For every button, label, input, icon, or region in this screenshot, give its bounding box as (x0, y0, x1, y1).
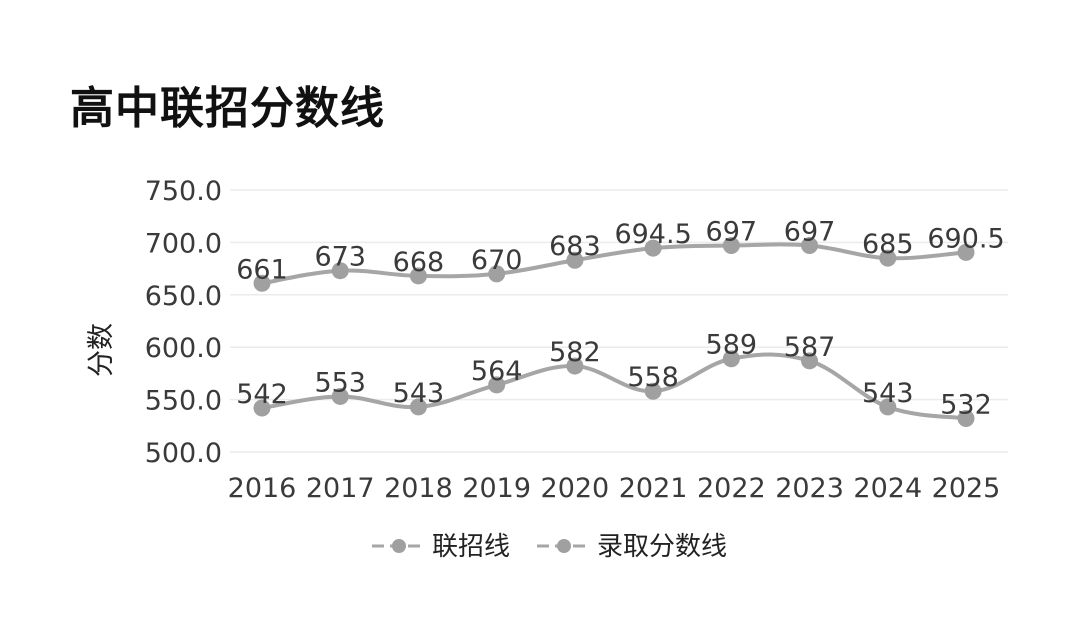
data-label: 587 (784, 332, 836, 363)
data-point (722, 237, 740, 255)
y-tick-label: 750.0 (145, 176, 222, 207)
data-point (957, 243, 975, 261)
legend-marker-icon (557, 539, 571, 553)
x-tick-label: 2017 (306, 473, 375, 504)
x-axis-ticks: 2016 2017 2018 2019 2020 2021 2022 2023 2024 2025 (228, 473, 1001, 504)
grid-lines (230, 189, 1008, 453)
data-label: 532 (940, 389, 992, 420)
x-tick-label: 2016 (228, 473, 297, 504)
chart-title: 高中联招分数线 (70, 83, 385, 134)
legend-label: 联招线 (432, 532, 510, 562)
data-label: 697 (706, 217, 758, 248)
series-lines (253, 237, 975, 427)
y-tick-label: 500.0 (145, 438, 222, 469)
data-point (409, 267, 427, 285)
series-line (261, 242, 967, 286)
data-point (801, 237, 819, 255)
data-label: 564 (471, 356, 523, 387)
data-point (879, 398, 897, 416)
data-label: 668 (393, 247, 445, 278)
data-point (644, 382, 662, 400)
data-label: 542 (236, 379, 288, 410)
data-point (644, 239, 662, 257)
data-label: 683 (549, 231, 601, 262)
x-tick-label: 2025 (932, 473, 1001, 504)
y-tick-label: 700.0 (145, 228, 222, 259)
data-point (879, 249, 897, 267)
data-point (409, 398, 427, 416)
data-point (722, 350, 740, 368)
data-point (331, 387, 349, 405)
data-point (253, 399, 271, 417)
x-tick-label: 2023 (775, 473, 844, 504)
x-tick-label: 2024 (853, 473, 922, 504)
x-tick-label: 2019 (462, 473, 531, 504)
data-point (488, 376, 506, 394)
y-axis-ticks: 750.0 700.0 650.0 600.0 550.0 500.0 (145, 176, 222, 469)
data-label: 543 (393, 378, 445, 409)
data-point (566, 251, 584, 269)
data-label: 697 (784, 217, 836, 248)
data-label: 670 (471, 245, 523, 276)
data-label: 582 (549, 337, 601, 368)
data-point (331, 262, 349, 280)
data-label: 661 (236, 254, 288, 285)
y-tick-label: 550.0 (145, 386, 222, 417)
data-point (566, 357, 584, 375)
data-label: 673 (314, 242, 366, 273)
x-tick-label: 2018 (384, 473, 453, 504)
data-label: 690.5 (927, 223, 1004, 254)
data-label: 694.5 (614, 219, 691, 250)
y-tick-label: 650.0 (145, 281, 222, 312)
data-label: 589 (706, 330, 758, 361)
y-axis-label: 分数 (86, 323, 117, 377)
data-point (801, 352, 819, 370)
data-label: 543 (862, 378, 914, 409)
legend-marker-icon (392, 539, 406, 553)
legend-label: 录取分数线 (597, 532, 727, 562)
data-labels: 661 673 668 670 683 694.5 697 697 685 690.5 542 553… (236, 217, 1004, 421)
data-label: 685 (862, 229, 914, 260)
data-point (488, 265, 506, 283)
legend: 联招线 录取分数线 (372, 532, 727, 562)
data-point (253, 274, 271, 292)
x-tick-label: 2022 (697, 473, 766, 504)
series-line (261, 352, 967, 421)
x-tick-label: 2020 (541, 473, 610, 504)
y-tick-label: 600.0 (145, 333, 222, 364)
data-point (957, 409, 975, 427)
data-label: 558 (627, 362, 679, 393)
data-label: 553 (314, 367, 366, 398)
x-tick-label: 2021 (619, 473, 688, 504)
